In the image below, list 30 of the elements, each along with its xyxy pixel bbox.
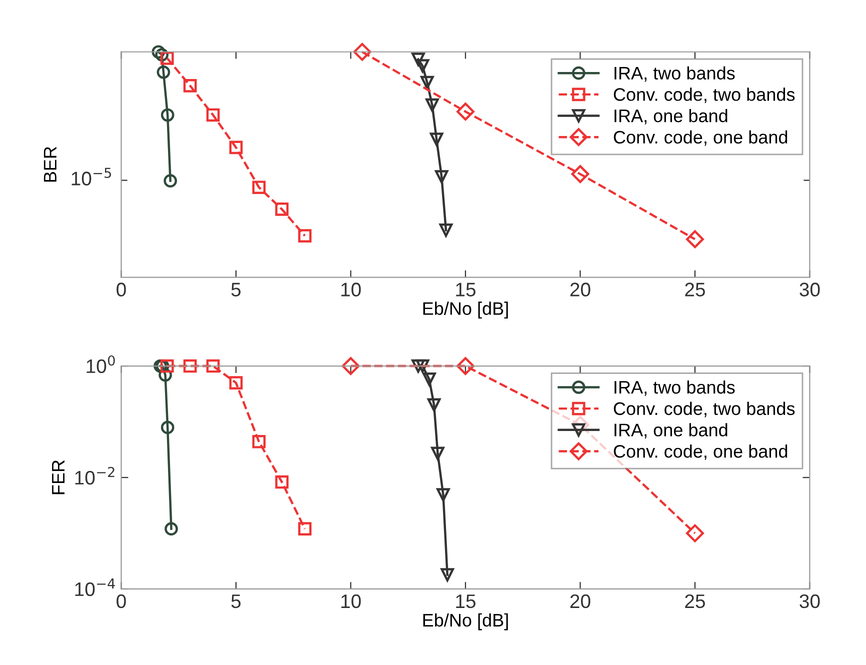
x-tick-label: 10 [341, 282, 361, 296]
x-tick-label: 5 [231, 594, 241, 608]
x-tick-label: 30 [800, 594, 820, 608]
y-tick-label: 10$^{0}$ [86, 355, 115, 374]
legend-label: Conv. code, two bands [614, 88, 795, 104]
x-axis-title: Eb/No [dB] [423, 613, 508, 630]
y-axis-title: FER [52, 460, 64, 494]
x-tick-label: 20 [570, 282, 590, 296]
legend-label: IRA, one band [614, 109, 728, 124]
x-tick-label: 5 [231, 282, 241, 296]
legend-label: Conv. code, one band [614, 444, 788, 460]
x-tick-label: 30 [800, 282, 820, 296]
legend-label: IRA, two bands [614, 380, 735, 396]
x-tick-label: 25 [685, 282, 705, 296]
x-tick-label: 25 [685, 594, 705, 608]
x-axis-title: Eb/No [dB] [423, 302, 508, 319]
y-tick-label: 10$^{−4}$ [75, 578, 115, 596]
x-tick-label: 20 [570, 594, 590, 608]
x-tick-label: 10 [341, 594, 361, 608]
legend-label: IRA, two bands [614, 66, 735, 82]
x-tick-label: 0 [116, 594, 126, 608]
x-tick-label: 15 [456, 282, 476, 296]
y-tick-label: 10$^{−2}$ [75, 466, 114, 485]
x-tick-label: 15 [456, 594, 476, 608]
x-tick-label: 0 [116, 282, 126, 296]
text: 10$^{−5}$ [72, 168, 112, 186]
y-axis-title: BER [44, 146, 56, 182]
legend-label: IRA, one band [614, 423, 728, 439]
legend-label: Conv. code, one band [614, 130, 788, 146]
legend-label: Conv. code, two bands [614, 402, 795, 418]
